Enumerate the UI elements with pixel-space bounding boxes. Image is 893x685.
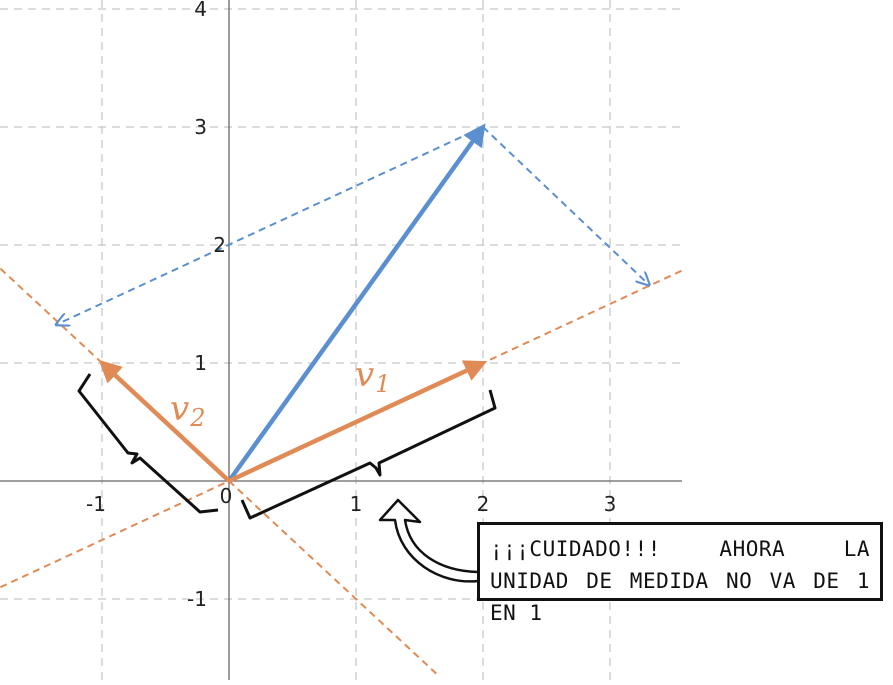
projection-line-v1 <box>482 126 648 284</box>
x-tick-label: 0 <box>220 484 233 508</box>
y-tick-label: 2 <box>213 233 226 257</box>
x-tick-label: 3 <box>604 492 617 516</box>
bracket-v1 <box>240 389 497 520</box>
v2-label: v2 <box>170 389 206 432</box>
tick-labels: -1 0 1 2 3 -1 1 2 3 4 <box>86 0 616 611</box>
vector-v <box>227 123 486 483</box>
vector-v1 <box>228 360 488 484</box>
x-tick-label: 2 <box>477 492 490 516</box>
x-tick-label: 1 <box>350 492 363 516</box>
span-v2-line <box>0 267 440 677</box>
warning-note-text: ¡¡¡Cuidado!!! Ahora la unidad de medida … <box>490 537 870 625</box>
vector-v2 <box>98 359 231 483</box>
y-tick-label: 1 <box>194 351 207 375</box>
warning-note: ¡¡¡Cuidado!!! Ahora la unidad de medida … <box>477 522 883 625</box>
callout-arrow <box>378 498 479 583</box>
projection-line-v2 <box>58 126 484 324</box>
y-tick-label: 3 <box>194 115 207 139</box>
y-tick-label: -1 <box>187 587 207 611</box>
annotations <box>77 373 497 583</box>
v1-label: v1 <box>355 355 391 398</box>
bracket-v2 <box>77 373 219 514</box>
grid <box>0 0 682 680</box>
x-tick-label: -1 <box>86 492 106 516</box>
vector-labels: v1 v2 <box>170 355 391 432</box>
axes <box>0 0 682 680</box>
vectors <box>98 123 488 484</box>
y-tick-label: 4 <box>194 0 207 21</box>
